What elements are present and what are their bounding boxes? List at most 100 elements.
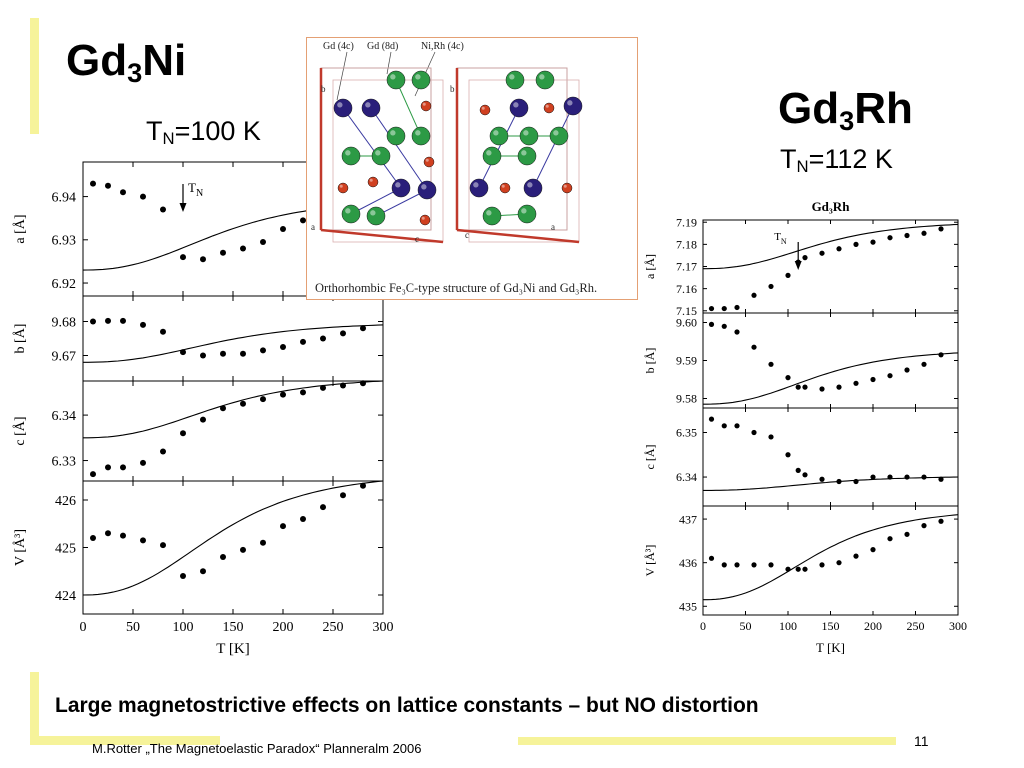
left-xtick-label-2: 100 — [173, 620, 194, 635]
right-panel-0-point-1 — [721, 305, 727, 312]
right-panel-0-ytick-label-0: 7.15 — [676, 304, 697, 318]
left-xtick-label-0: 0 — [80, 620, 87, 635]
cell-left-bond-5 — [350, 187, 402, 215]
axis-a-left: a — [311, 222, 315, 232]
cell-left-atom-7 — [341, 146, 361, 166]
cell-left-atom-16 — [419, 214, 431, 226]
cell-right-bond-1 — [532, 105, 574, 189]
left-panel-3-point-12 — [320, 504, 326, 511]
left-panel-3-point-2 — [120, 532, 126, 539]
footer-citation: M.Rotter „The Magnetoelastic Paradox“ Pl… — [92, 741, 422, 756]
left-panel-1-point-11 — [300, 338, 306, 345]
left-tn-arrow-head — [179, 203, 187, 212]
left-panel-2-point-13 — [340, 382, 346, 389]
chart-gd3ni: 6.92 6.93 6.94 a [Å] 9.67 9.68 b [Å] 6.33 6.34 c … — [12, 161, 394, 657]
page-number: 11 — [914, 733, 929, 749]
right-panel-1-fit-curve — [703, 352, 959, 405]
tn-gd3rh: TN=112 K — [780, 144, 893, 177]
right-panel-0-point-3 — [751, 292, 757, 298]
left-panel-0-point-4 — [160, 206, 166, 213]
left-panel-2-point-7 — [220, 405, 226, 412]
right-panel-2-point-9 — [836, 478, 842, 485]
left-panel-0-point-5 — [180, 254, 186, 261]
right-panel-3-ytick-label-1: 436 — [679, 556, 697, 570]
right-panel-0-point-14 — [921, 230, 927, 236]
cell-right-atom-9 — [482, 146, 502, 166]
right-panel-1-point-3 — [751, 344, 757, 350]
cell-left-atom-4 — [420, 100, 432, 112]
left-panel-3-ytick-label-0: 424 — [55, 589, 76, 604]
right-panel-1-point-8 — [819, 386, 825, 392]
cell-left-atom-6 — [411, 126, 431, 146]
cell-left-atom-14 — [341, 204, 361, 224]
left-panel-1-point-2 — [120, 317, 126, 324]
right-panel-0-ytick-label-2: 7.17 — [676, 260, 697, 274]
cell-right-atom-1 — [535, 70, 555, 90]
right-panel-0-point-11 — [870, 239, 876, 245]
left-panel-2-point-6 — [200, 416, 206, 423]
cell-left-atom-highlight-9 — [425, 158, 429, 162]
left-panel-3-point-0 — [90, 535, 96, 541]
left-panel-2-point-1 — [105, 464, 111, 471]
left-panel-2-point-10 — [280, 391, 286, 398]
right-panel-3-ytick-label-2: 437 — [679, 512, 697, 526]
right-panel-0-ytick-label-1: 7.16 — [676, 282, 697, 296]
right-panel-3-point-10 — [853, 553, 859, 559]
left-panel-0-ytick-label-0: 6.92 — [52, 277, 77, 292]
cell-left-atom-highlight-16 — [421, 216, 425, 220]
right-panel-3-frame — [702, 505, 959, 616]
right-panel-2-point-6 — [795, 467, 801, 473]
right-xlabel: T [K] — [816, 640, 845, 655]
right-panel-3-point-6 — [795, 566, 801, 572]
left-panel-2-point-3 — [140, 459, 146, 466]
axis-c-left: c — [415, 234, 419, 244]
left-xtick-label-3: 150 — [223, 620, 244, 635]
left-panel-1-point-8 — [240, 350, 246, 357]
cell-right-atom-11 — [469, 178, 489, 198]
cell-left-atom-5 — [386, 126, 406, 146]
cell-right-axis-bottom — [456, 228, 580, 244]
crystal-structure-figure: Gd (4c) Gd (8d) Ni,Rh (4c) b a c b c a O… — [306, 37, 638, 300]
cell-left-atom-highlight-2 — [337, 102, 343, 108]
left-panel-3-point-11 — [300, 516, 306, 522]
left-panel-3-point-5 — [180, 573, 186, 579]
cell-left-atom-1 — [411, 70, 431, 90]
left-panel-0-point-7 — [220, 249, 226, 256]
left-panel-3-frame — [82, 480, 384, 615]
right-panel-3-ylabel: V [Å³] — [643, 545, 657, 577]
cell-right-atom-3 — [509, 98, 529, 118]
left-panel-1-fit-curve — [83, 324, 384, 363]
right-panel-2-point-7 — [802, 472, 808, 478]
left-panel-1-point-10 — [280, 344, 286, 350]
left-panel-1-point-6 — [200, 352, 206, 359]
left-panel-3-point-10 — [280, 523, 286, 530]
right-panel-1-point-2 — [734, 329, 740, 335]
right-panel-3-point-13 — [904, 531, 910, 537]
right-panel-1-point-12 — [887, 373, 893, 379]
cell-left-atom-highlight-11 — [395, 182, 401, 188]
structure-caption: Orthorhombic Fe₃C-type structure of Gd₃N… — [315, 281, 598, 295]
unit-cell-right — [455, 67, 583, 244]
right-panel-3-ytick-label-0: 435 — [679, 599, 697, 613]
left-panel-0-point-8 — [240, 245, 246, 252]
right-panel-3-point-9 — [836, 560, 842, 566]
left-xtick-label-5: 250 — [323, 620, 344, 635]
cell-right-atom-highlight-7 — [523, 130, 529, 136]
cell-right-atom-highlight-2 — [481, 106, 485, 110]
left-tn-annotation: TN — [188, 180, 203, 199]
right-panel-2-point-2 — [734, 423, 740, 429]
left-panel-3-point-14 — [360, 482, 366, 489]
cell-right-atom-6 — [489, 126, 509, 146]
cell-left-atom-9 — [423, 156, 435, 168]
right-panel-2-point-11 — [870, 474, 876, 480]
left-panel-3-point-1 — [105, 530, 111, 537]
right-panel-2-point-12 — [887, 474, 893, 480]
left-xtick-label-4: 200 — [273, 620, 294, 635]
cell-right-atom-highlight-8 — [553, 130, 559, 136]
cell-left-atom-13 — [337, 182, 349, 194]
cell-left-bond-1 — [370, 107, 428, 191]
right-panel-0-point-2 — [734, 304, 740, 311]
right-panel-1-ytick-label-1: 9.59 — [676, 354, 697, 368]
left-panel-1-point-5 — [180, 349, 186, 356]
cell-left-atom-highlight-1 — [415, 74, 421, 80]
